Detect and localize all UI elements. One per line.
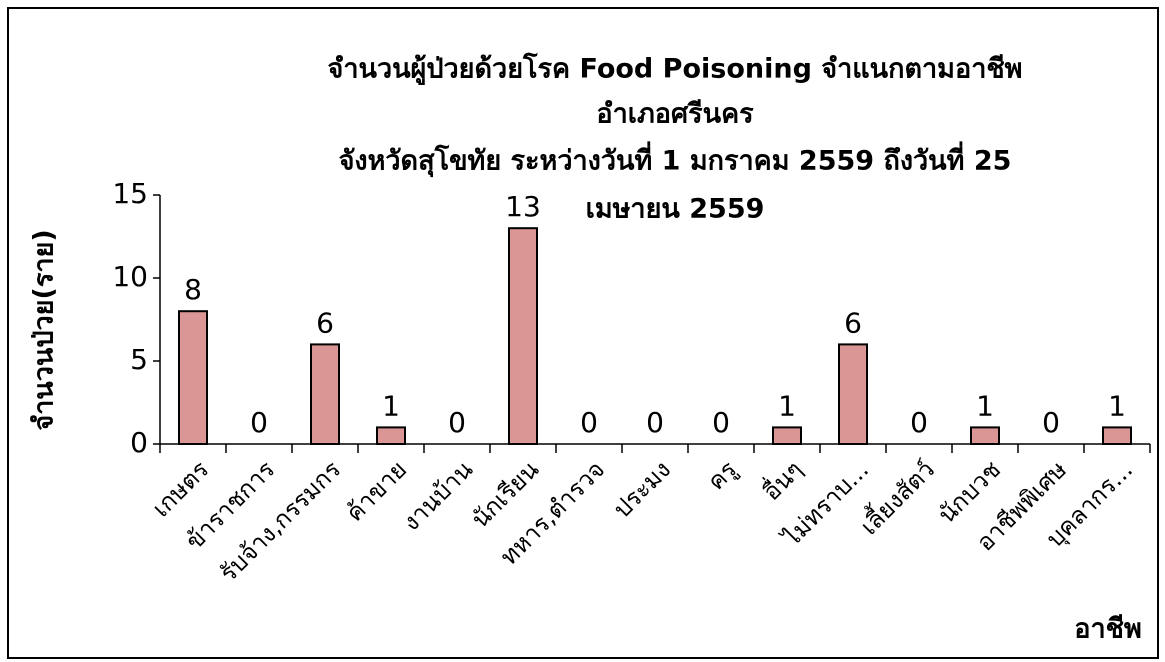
y-tick-label: 5 — [130, 343, 148, 376]
value-label: 0 — [580, 406, 598, 439]
value-label: 0 — [448, 406, 466, 439]
chart-title: จังหวัดสุโขทัย ระหว่างวันที่ 1 มกราคม 25… — [339, 141, 1012, 178]
value-label: 0 — [250, 406, 268, 439]
bar — [772, 426, 802, 445]
y-tick-label: 10 — [112, 260, 148, 293]
bar — [838, 343, 868, 445]
value-label: 1 — [382, 389, 400, 422]
value-label: 0 — [712, 406, 730, 439]
chart-title: อำเภอศรีนคร — [596, 99, 754, 130]
bar — [178, 310, 208, 446]
y-tick-label: 15 — [112, 177, 148, 210]
value-label: 0 — [1042, 406, 1060, 439]
bar — [970, 426, 1000, 445]
value-label: 1 — [778, 389, 796, 422]
value-label: 13 — [505, 190, 541, 223]
value-label: 6 — [316, 306, 334, 339]
value-label: 6 — [844, 306, 862, 339]
bar — [508, 227, 538, 445]
y-tick-label: 0 — [130, 426, 148, 459]
value-label: 1 — [1108, 389, 1126, 422]
bar — [376, 426, 406, 445]
bar — [310, 343, 340, 445]
value-label: 1 — [976, 389, 994, 422]
y-axis-label: จำนวนป่วย(ราย) — [29, 229, 60, 430]
value-label: 0 — [646, 406, 664, 439]
value-label: 0 — [910, 406, 928, 439]
chart-title: เมษายน 2559 — [586, 194, 765, 225]
value-label: 8 — [184, 273, 202, 306]
x-axis-label: อาชีพ — [1074, 614, 1142, 645]
chart-title: จำนวนผู้ป่วยด้วยโรค Food Poisoning จำแนก… — [328, 52, 1023, 86]
bar — [1102, 426, 1132, 445]
